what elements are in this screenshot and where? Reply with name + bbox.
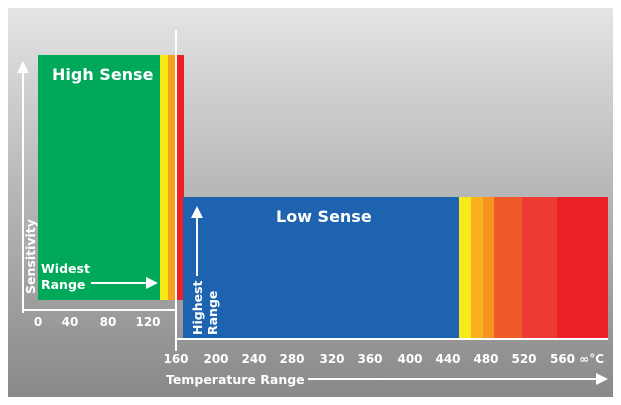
highest-range-arrowhead [191,206,203,218]
right-temperature-tick-label: 480 [473,352,498,366]
low-sense-heat-band-lightorange [471,197,483,339]
temperature-range-arrowhead [596,373,608,385]
high-sense-heat-band-red [177,55,184,300]
tick-labels: 0 40 80 120 160 200 240 280 320 360 400 440 480 520 56… [34,315,604,366]
left-temperature-tick-label: 40 [62,315,79,329]
sensitivity-axis-label: Sensitivity [23,219,38,294]
left-temperature-tick-label: 0 [34,315,42,329]
low-sense-block [183,197,460,339]
right-temperature-tick-label: 360 [357,352,382,366]
right-temperature-tick-label: 560 ∞°C [550,352,604,366]
left-temperature-tick-label: 80 [100,315,117,329]
high-sense-heat-band-orange [168,55,177,300]
low-sense-heat-band-red2 [557,197,608,339]
sensitivity-axis-arrowhead [17,61,29,73]
high-sense-heat-band-yellow [160,55,168,300]
right-temperature-tick-label: 400 [397,352,422,366]
low-sense-heat-band-redorange [494,197,522,339]
right-temperature-tick-label: 200 [203,352,228,366]
right-temperature-tick-label: 280 [279,352,304,366]
high-sense-label: High Sense [52,65,154,84]
low-sense-heat-band-orange [483,197,494,339]
high-sense-block [38,55,161,300]
sensitivity-diagram: High Sense Low Sense Sensitivity Widest … [17,30,608,387]
right-temperature-tick-label: 320 [319,352,344,366]
right-temperature-tick-label: 240 [241,352,266,366]
right-temperature-tick-label: 440 [435,352,460,366]
widest-range-arrowhead [146,277,158,289]
widest-range-label-line2: Range [41,277,85,292]
highest-range-label-line2: Range [205,291,220,335]
right-temperature-tick-label: 160 [163,352,188,366]
low-sense-heat-band-yellow [459,197,471,339]
low-sense-label: Low Sense [276,207,372,226]
diagram-panel: High Sense Low Sense Sensitivity Widest … [8,8,613,397]
right-temperature-tick-label: 520 [511,352,536,366]
widest-range-label-line1: Widest [41,261,90,276]
low-sense-heat-band-red1 [522,197,557,339]
temperature-axis-label: Temperature Range [166,372,305,387]
left-temperature-tick-label: 120 [135,315,160,329]
highest-range-label-line1: Highest [190,280,205,335]
